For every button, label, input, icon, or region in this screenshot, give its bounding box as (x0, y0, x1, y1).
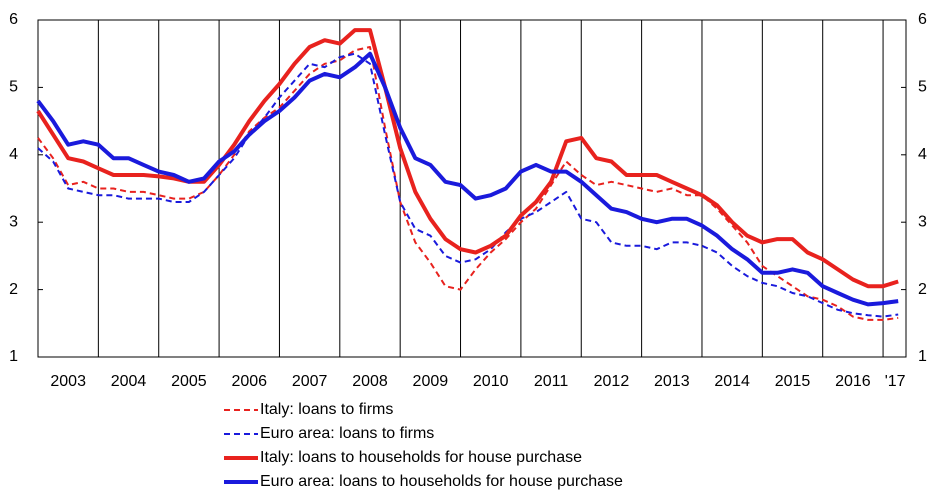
x-tick-label: 2003 (50, 373, 86, 390)
x-tick-label: '17 (885, 373, 906, 390)
series-line (36, 28, 899, 289)
y-tick-label: 1 (9, 348, 18, 365)
x-tick-label: 2006 (231, 373, 267, 390)
y-tick-label: 6 (9, 11, 18, 28)
x-tick-label: 2011 (534, 373, 569, 390)
legend-label: Italy: loans to households for house pur… (260, 449, 582, 466)
y2-tick-label: 1 (918, 348, 927, 365)
series-line (36, 51, 899, 307)
series-line (37, 46, 899, 321)
y2-tick-label: 6 (918, 11, 927, 28)
legend-label: Euro area: loans to firms (260, 425, 434, 442)
x-tick-label: 2014 (714, 373, 750, 390)
x-tick-label: 2010 (473, 373, 509, 390)
x-tick-label: 2012 (594, 373, 630, 390)
x-tick-label: 2007 (292, 373, 328, 390)
x-tick-label: 2013 (654, 373, 690, 390)
series-line (37, 52, 899, 318)
y-tick-label: 5 (9, 79, 18, 96)
y2-tick-label: 3 (918, 213, 927, 230)
x-tick-label: 2005 (171, 373, 207, 390)
x-tick-label: 2008 (352, 373, 388, 390)
y-tick-label: 2 (9, 281, 18, 298)
x-tick-label: 2015 (775, 373, 811, 390)
legend-label: Italy: loans to firms (260, 401, 393, 418)
plot-frame (37, 19, 907, 358)
x-tick-label: 2004 (111, 373, 147, 390)
y-tick-label: 3 (9, 213, 18, 230)
legend-label: Euro area: loans to households for house… (260, 473, 623, 490)
x-tick-label: 2009 (413, 373, 449, 390)
y2-tick-label: 4 (918, 146, 927, 163)
x-tick-label: 2016 (835, 373, 871, 390)
y-tick-label: 4 (9, 146, 18, 163)
y2-tick-label: 2 (918, 281, 927, 298)
y2-tick-label: 5 (918, 79, 927, 96)
